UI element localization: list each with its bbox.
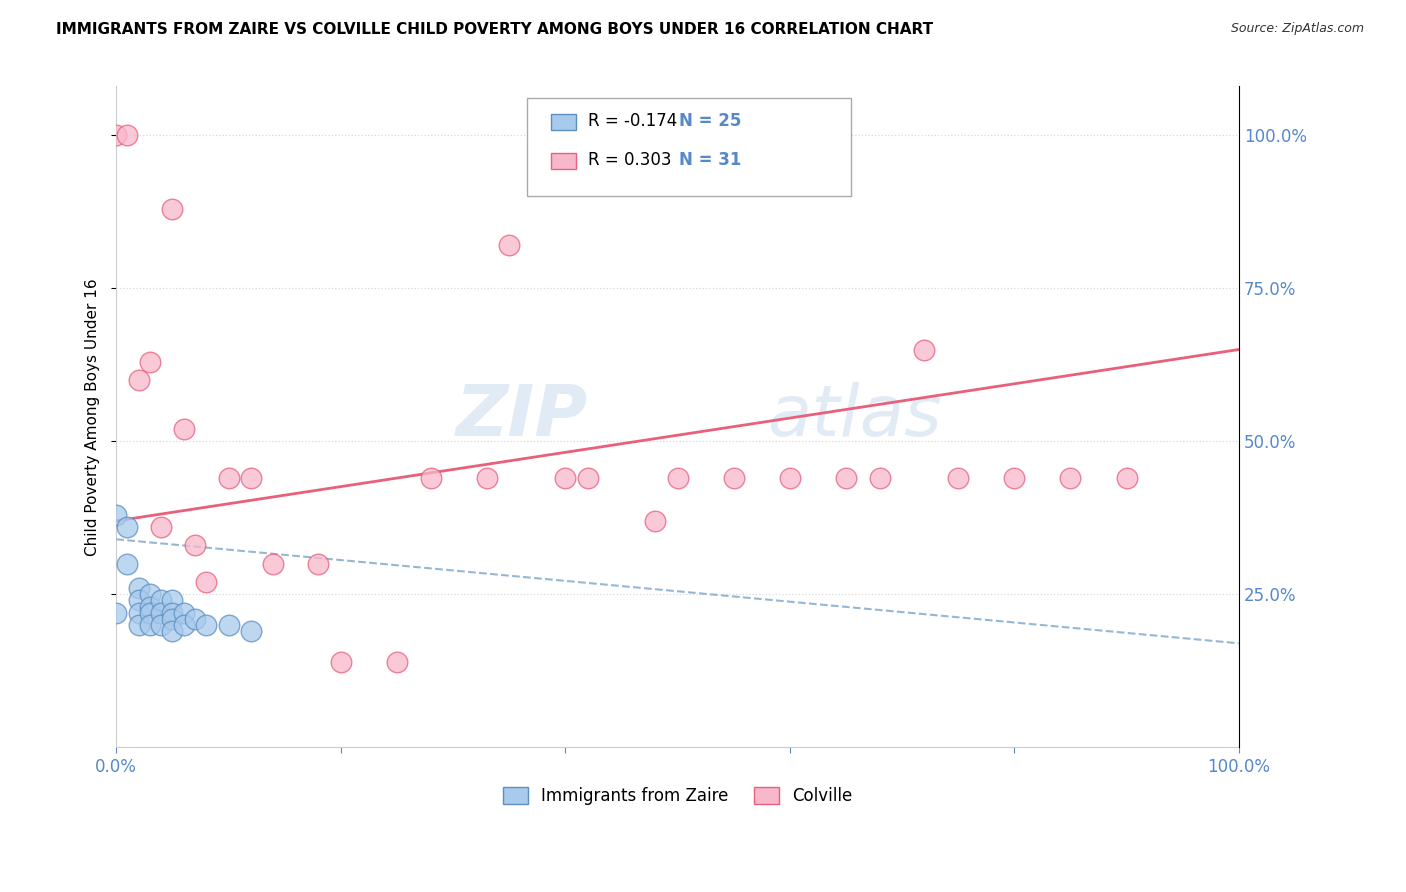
Point — [184, 538, 207, 552]
Point — [162, 593, 184, 607]
Point — [139, 606, 162, 620]
Point — [329, 655, 352, 669]
Point — [173, 422, 195, 436]
Point — [173, 618, 195, 632]
Point — [779, 471, 801, 485]
Point — [946, 471, 969, 485]
Text: atlas: atlas — [768, 383, 942, 451]
Point — [240, 471, 263, 485]
Point — [498, 238, 520, 252]
Point — [554, 471, 576, 485]
Point — [666, 471, 689, 485]
Point — [139, 355, 162, 369]
Point — [139, 599, 162, 614]
Point — [195, 618, 218, 632]
Point — [105, 508, 128, 522]
Point — [128, 593, 150, 607]
Point — [475, 471, 498, 485]
Point — [835, 471, 858, 485]
Point — [184, 612, 207, 626]
Point — [117, 557, 139, 571]
Text: Source: ZipAtlas.com: Source: ZipAtlas.com — [1230, 22, 1364, 36]
Point — [262, 557, 284, 571]
Point — [576, 471, 599, 485]
Point — [307, 557, 329, 571]
Point — [105, 128, 128, 143]
Point — [139, 618, 162, 632]
Legend: Immigrants from Zaire, Colville: Immigrants from Zaire, Colville — [496, 780, 859, 812]
Point — [128, 606, 150, 620]
Text: ZIP: ZIP — [456, 383, 588, 451]
Text: IMMIGRANTS FROM ZAIRE VS COLVILLE CHILD POVERTY AMONG BOYS UNDER 16 CORRELATION : IMMIGRANTS FROM ZAIRE VS COLVILLE CHILD … — [56, 22, 934, 37]
Point — [150, 593, 173, 607]
Point — [139, 587, 162, 601]
Point — [1002, 471, 1025, 485]
Point — [173, 606, 195, 620]
Point — [128, 373, 150, 387]
Point — [150, 520, 173, 534]
Point — [162, 624, 184, 638]
Point — [105, 606, 128, 620]
Point — [117, 128, 139, 143]
Y-axis label: Child Poverty Among Boys Under 16: Child Poverty Among Boys Under 16 — [86, 278, 100, 556]
Point — [150, 618, 173, 632]
Point — [128, 618, 150, 632]
Text: R = 0.303: R = 0.303 — [588, 151, 671, 169]
Point — [644, 514, 666, 528]
Point — [419, 471, 441, 485]
Point — [128, 581, 150, 595]
Point — [150, 606, 173, 620]
Point — [162, 202, 184, 216]
Point — [914, 343, 936, 357]
Text: N = 25: N = 25 — [679, 112, 741, 130]
Point — [117, 520, 139, 534]
Point — [240, 624, 263, 638]
Point — [162, 606, 184, 620]
Point — [162, 612, 184, 626]
Point — [869, 471, 891, 485]
Text: N = 31: N = 31 — [679, 151, 741, 169]
Point — [195, 575, 218, 590]
Point — [385, 655, 408, 669]
Point — [1115, 471, 1137, 485]
Text: R = -0.174: R = -0.174 — [588, 112, 676, 130]
Point — [218, 471, 240, 485]
Point — [218, 618, 240, 632]
Point — [1059, 471, 1081, 485]
Point — [723, 471, 745, 485]
